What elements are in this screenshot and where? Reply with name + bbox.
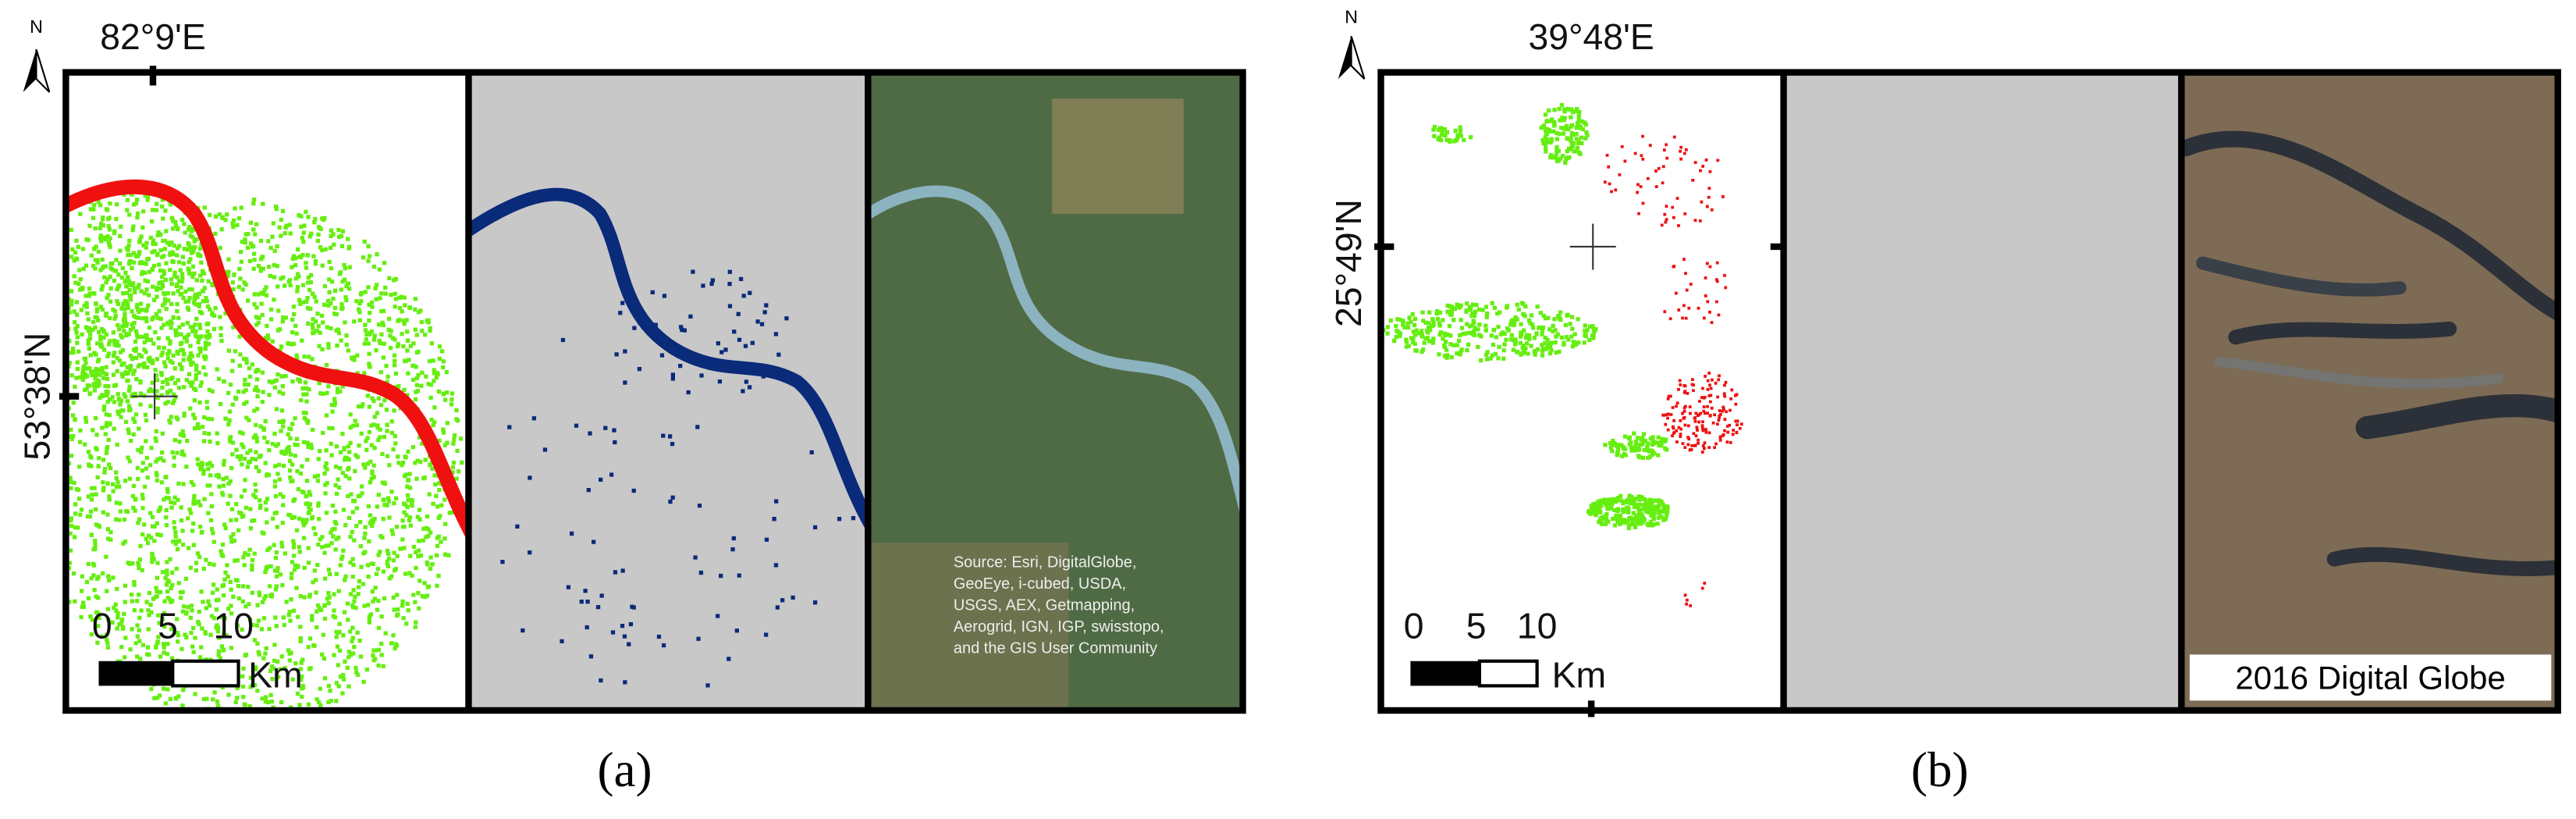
scale-unit: Km bbox=[248, 654, 303, 695]
dark-streaks bbox=[2181, 130, 2558, 576]
source-line: USGS, AEX, Getmapping, bbox=[954, 596, 1135, 614]
green-pixels bbox=[66, 184, 464, 710]
north-label: N bbox=[1345, 6, 1358, 27]
source-line: Aerogrid, IGN, IGP, swisstopo, bbox=[954, 618, 1164, 636]
scale-bar bbox=[171, 659, 240, 688]
scale-tick: 10 bbox=[1517, 605, 1558, 646]
scale-tick: 10 bbox=[213, 605, 254, 646]
field bbox=[1052, 98, 1184, 214]
map-classification bbox=[66, 72, 469, 710]
source-line: and the GIS User Community bbox=[954, 639, 1157, 657]
north-arrow bbox=[1338, 36, 1352, 80]
green-pixels bbox=[1381, 102, 1670, 531]
scale-tick: 5 bbox=[158, 605, 178, 646]
panel-a: Source: Esri, DigitalGlobe, GeoEye, i-cu… bbox=[16, 16, 1246, 797]
map-satellite bbox=[2181, 72, 2558, 710]
field bbox=[871, 543, 1069, 707]
caption: (a) bbox=[597, 742, 652, 797]
scale-bar bbox=[98, 661, 173, 686]
latitude-label: 25°49'N bbox=[1328, 199, 1369, 327]
scale-tick: 0 bbox=[92, 605, 112, 646]
longitude-label: 82°9'E bbox=[100, 16, 206, 57]
scale-bar bbox=[1410, 661, 1480, 686]
credit-box bbox=[2189, 654, 2552, 701]
north-arrow bbox=[23, 49, 37, 92]
scale-bar bbox=[1477, 659, 1539, 688]
source-line: Source: Esri, DigitalGlobe, bbox=[954, 554, 1137, 572]
latitude-label: 53°38'N bbox=[16, 333, 57, 461]
scale-tick: 0 bbox=[1404, 605, 1424, 646]
crosshair bbox=[1569, 223, 1616, 270]
river-blue bbox=[468, 187, 869, 530]
source-line: GeoEye, i-cubed, USDA, bbox=[954, 575, 1126, 593]
source-text: Source: Esri, DigitalGlobe, GeoEye, i-cu… bbox=[954, 554, 1164, 657]
panel-b: 2016 Digital Globe N 39°48'E 25°49'N 0 5… bbox=[1328, 6, 2561, 797]
pixels bbox=[66, 184, 464, 710]
north-arrow bbox=[35, 48, 51, 93]
map-classification bbox=[1380, 72, 1784, 710]
river-red bbox=[66, 179, 469, 543]
frame bbox=[1377, 69, 2561, 714]
river-sat bbox=[868, 185, 1243, 525]
north-arrow bbox=[1350, 36, 1366, 80]
scale-unit: Km bbox=[1552, 654, 1606, 695]
scale-tick: 5 bbox=[1466, 605, 1487, 646]
map-water bbox=[1783, 72, 2182, 710]
caption: (b) bbox=[1911, 742, 1969, 797]
pixels bbox=[1381, 102, 1670, 531]
crosshair bbox=[131, 373, 178, 420]
credit: 2016 Digital Globe bbox=[2235, 660, 2505, 696]
north-label: N bbox=[30, 16, 43, 37]
frame bbox=[62, 69, 1246, 714]
longitude-label: 39°48'E bbox=[1528, 16, 1654, 57]
